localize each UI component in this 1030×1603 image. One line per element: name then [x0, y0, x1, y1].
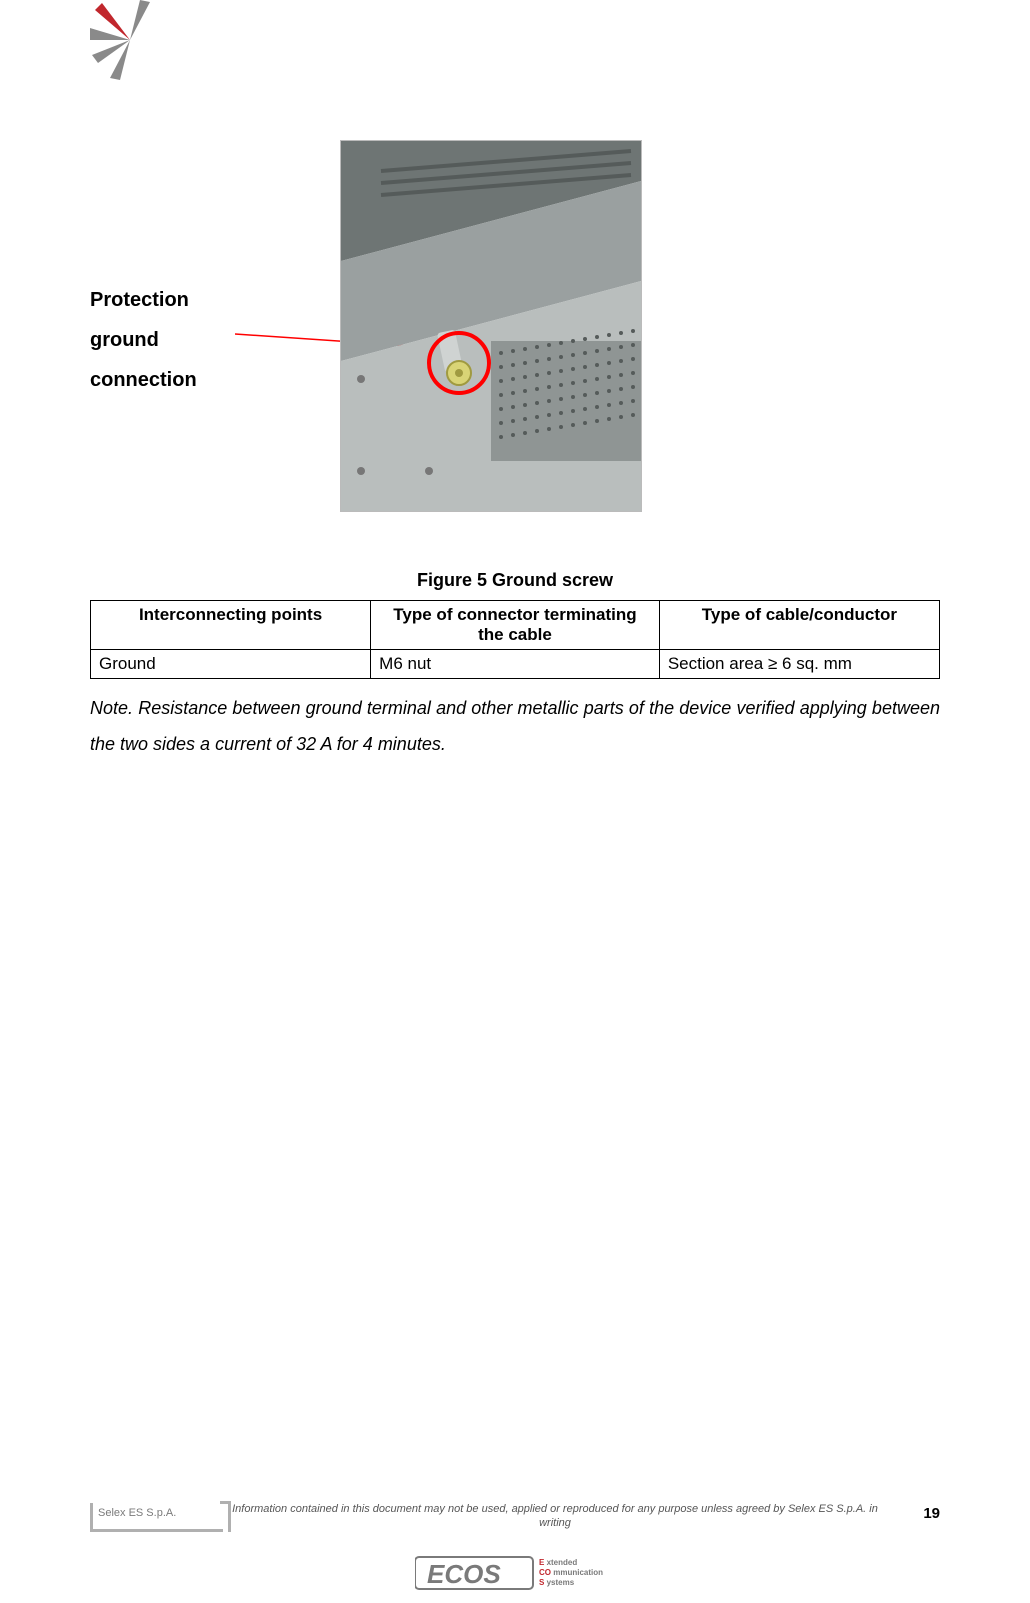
- callout-line: connection: [90, 360, 197, 400]
- table-header: Type of cable/conductor: [659, 601, 939, 650]
- table-header-row: Interconnecting points Type of connector…: [91, 601, 940, 650]
- table-header: Type of connector terminating the cable: [371, 601, 660, 650]
- figure-callout: Protection ground connection: [90, 280, 197, 400]
- table-header: Interconnecting points: [91, 601, 371, 650]
- callout-line: Protection: [90, 280, 197, 320]
- ecos-brand: ECOS: [427, 1559, 501, 1589]
- table-cell: Ground: [91, 650, 371, 679]
- figure-area: Protection ground connection: [90, 130, 940, 520]
- note-text: Note. Resistance between ground terminal…: [90, 690, 940, 762]
- page: Protection ground connection: [0, 0, 1030, 1603]
- svg-text:CO mmunication: CO mmunication: [539, 1568, 603, 1577]
- ecos-logo: ECOS E xtended CO mmunication S ystems: [415, 1553, 615, 1593]
- footer-company: Selex ES S.p.A.: [98, 1507, 176, 1519]
- ecos-l1: xtended: [544, 1558, 577, 1567]
- device-illustration: [340, 140, 642, 512]
- table-row: Ground M6 nut Section area ≥ 6 sq. mm: [91, 650, 940, 679]
- footer-disclaimer: Information contained in this document m…: [230, 1503, 880, 1531]
- svg-text:E xtended: E xtended: [539, 1558, 577, 1567]
- ground-table: Interconnecting points Type of connector…: [90, 600, 940, 679]
- table-cell: Section area ≥ 6 sq. mm: [659, 650, 939, 679]
- svg-text:S ystems: S ystems: [539, 1578, 575, 1587]
- callout-line: ground: [90, 320, 197, 360]
- table-cell: M6 nut: [371, 650, 660, 679]
- ecos-l2: mmunication: [551, 1568, 603, 1577]
- header-logo: [90, 0, 160, 80]
- footer-page-number: 19: [923, 1505, 940, 1522]
- ecos-l3: ystems: [544, 1578, 574, 1587]
- content-area: Protection ground connection: [90, 0, 940, 1483]
- footer: Selex ES S.p.A. Information contained in…: [90, 1503, 940, 1543]
- figure-caption: Figure 5 Ground screw: [90, 570, 940, 591]
